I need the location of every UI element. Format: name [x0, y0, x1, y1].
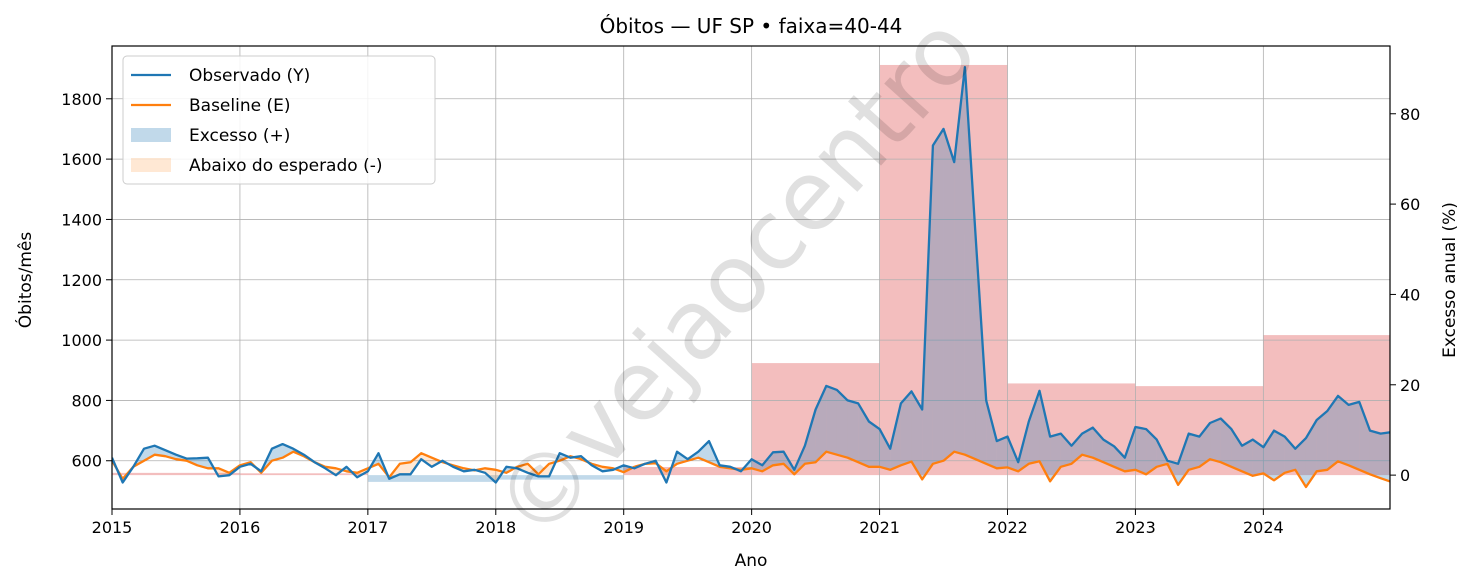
excess-fill	[1316, 410, 1328, 472]
excess-fill	[1210, 418, 1221, 463]
y2-tick-label: 60	[1400, 195, 1420, 214]
y-tick-label: 1600	[61, 150, 102, 169]
x-tick-label: 2018	[475, 518, 516, 537]
y-tick-label: 600	[71, 452, 102, 471]
excess-fill	[900, 391, 912, 466]
excess-fill	[858, 403, 869, 467]
y-tick-label: 1800	[61, 90, 102, 109]
excess-fill	[964, 67, 976, 460]
excess-fill	[943, 128, 955, 461]
series-line-observado	[112, 65, 1390, 484]
excess-fill	[772, 451, 784, 466]
excess-fill	[804, 409, 816, 464]
y-tick-label: 800	[71, 391, 102, 410]
excess-fill	[826, 385, 837, 455]
excess-fill	[1028, 390, 1040, 464]
x-tick-label: 2021	[859, 518, 900, 537]
excess-fill	[1103, 439, 1115, 467]
x-tick-label: 2015	[92, 518, 133, 537]
annual-excess-bar-2024	[1263, 335, 1390, 476]
excess-fill	[1359, 401, 1370, 475]
chart-title: Óbitos — UF SP • faixa=40-44	[600, 14, 903, 38]
legend-swatch-patch	[131, 128, 171, 142]
y-tick-label: 1000	[61, 331, 102, 350]
y2-tick-label: 40	[1400, 285, 1420, 304]
legend-label: Observado (Y)	[189, 66, 310, 86]
excess-fill	[1252, 439, 1264, 476]
excess-fill	[1135, 426, 1147, 475]
excess-fill	[879, 429, 891, 470]
annual-excess-bar-2017	[367, 475, 496, 482]
y2-tick-label: 20	[1400, 376, 1420, 395]
annual-excess-bar-2018	[495, 475, 624, 480]
excess-fill	[868, 421, 880, 467]
excess-fill	[890, 403, 901, 470]
excess-fill	[986, 400, 997, 469]
x-axis-label: Ano	[735, 551, 768, 571]
excess-fill	[1380, 432, 1390, 482]
excess-fill	[1274, 430, 1285, 481]
excess-fill	[1039, 390, 1051, 482]
legend-box	[122, 55, 436, 185]
x-tick-label: 2020	[731, 518, 772, 537]
series-line-baseline	[112, 450, 1390, 489]
excess-fill	[847, 400, 859, 463]
y2-tick-label: 0	[1400, 466, 1410, 485]
legend-label: Baseline (E)	[189, 96, 291, 116]
excess-fill	[1242, 439, 1253, 476]
excess-fill	[1082, 427, 1093, 458]
excess-fill	[1348, 401, 1360, 470]
annual-excess-bar-2022	[1007, 383, 1136, 476]
excess-fill	[154, 445, 166, 457]
y-axis-label: Óbitos/mês	[14, 232, 36, 329]
x-tick-label: 2024	[1243, 518, 1284, 537]
excess-fill	[954, 67, 965, 455]
deficit-fill	[421, 453, 432, 467]
excess-fill	[1060, 433, 1072, 467]
legend-swatch-patch	[131, 158, 171, 172]
excess-fill	[1220, 418, 1232, 467]
fill-group	[112, 67, 1390, 487]
excess-fill	[143, 445, 155, 461]
excess-fill	[1146, 429, 1157, 475]
excess-fill	[282, 444, 294, 458]
excess-fill	[1231, 429, 1243, 472]
excess-fill	[1092, 427, 1104, 463]
x-tick-label: 2016	[220, 518, 261, 537]
annual-excess-bar-2020	[751, 363, 880, 476]
excess-fill	[1263, 430, 1275, 481]
y2-axis-label: Excesso anual (%)	[1440, 202, 1460, 358]
deficit-fill	[399, 462, 411, 475]
annual-excess-bar-2023	[1135, 386, 1264, 476]
annual-excess-bar-2015	[112, 472, 240, 476]
excess-fill	[1327, 395, 1338, 470]
excess-fill	[911, 391, 923, 480]
x-tick-label: 2019	[603, 518, 644, 537]
excess-fill	[836, 389, 848, 458]
x-tick-label: 2022	[987, 518, 1028, 537]
x-tick-label: 2017	[347, 518, 388, 537]
excess-fill	[932, 128, 944, 464]
legend-label: Abaixo do esperado (-)	[189, 156, 382, 176]
annual-excess-bar-2016	[239, 473, 368, 476]
x-tick-label: 2023	[1115, 518, 1156, 537]
excess-fill	[1369, 430, 1381, 479]
excess-fill	[1114, 446, 1125, 472]
excess-fill	[1305, 420, 1317, 487]
excess-fill	[698, 441, 709, 463]
excess-fill	[996, 436, 1008, 469]
y-tick-label: 1200	[61, 271, 102, 290]
annual-excess-bar-2019	[623, 466, 752, 476]
y2-tick-label: 80	[1400, 105, 1420, 124]
legend-label: Excesso (+)	[189, 126, 290, 146]
excess-fill	[1337, 395, 1349, 466]
excess-fill	[1295, 438, 1306, 487]
plot-frame	[111, 45, 1391, 510]
excess-fill	[1188, 433, 1200, 470]
y-tick-label: 1400	[61, 210, 102, 229]
